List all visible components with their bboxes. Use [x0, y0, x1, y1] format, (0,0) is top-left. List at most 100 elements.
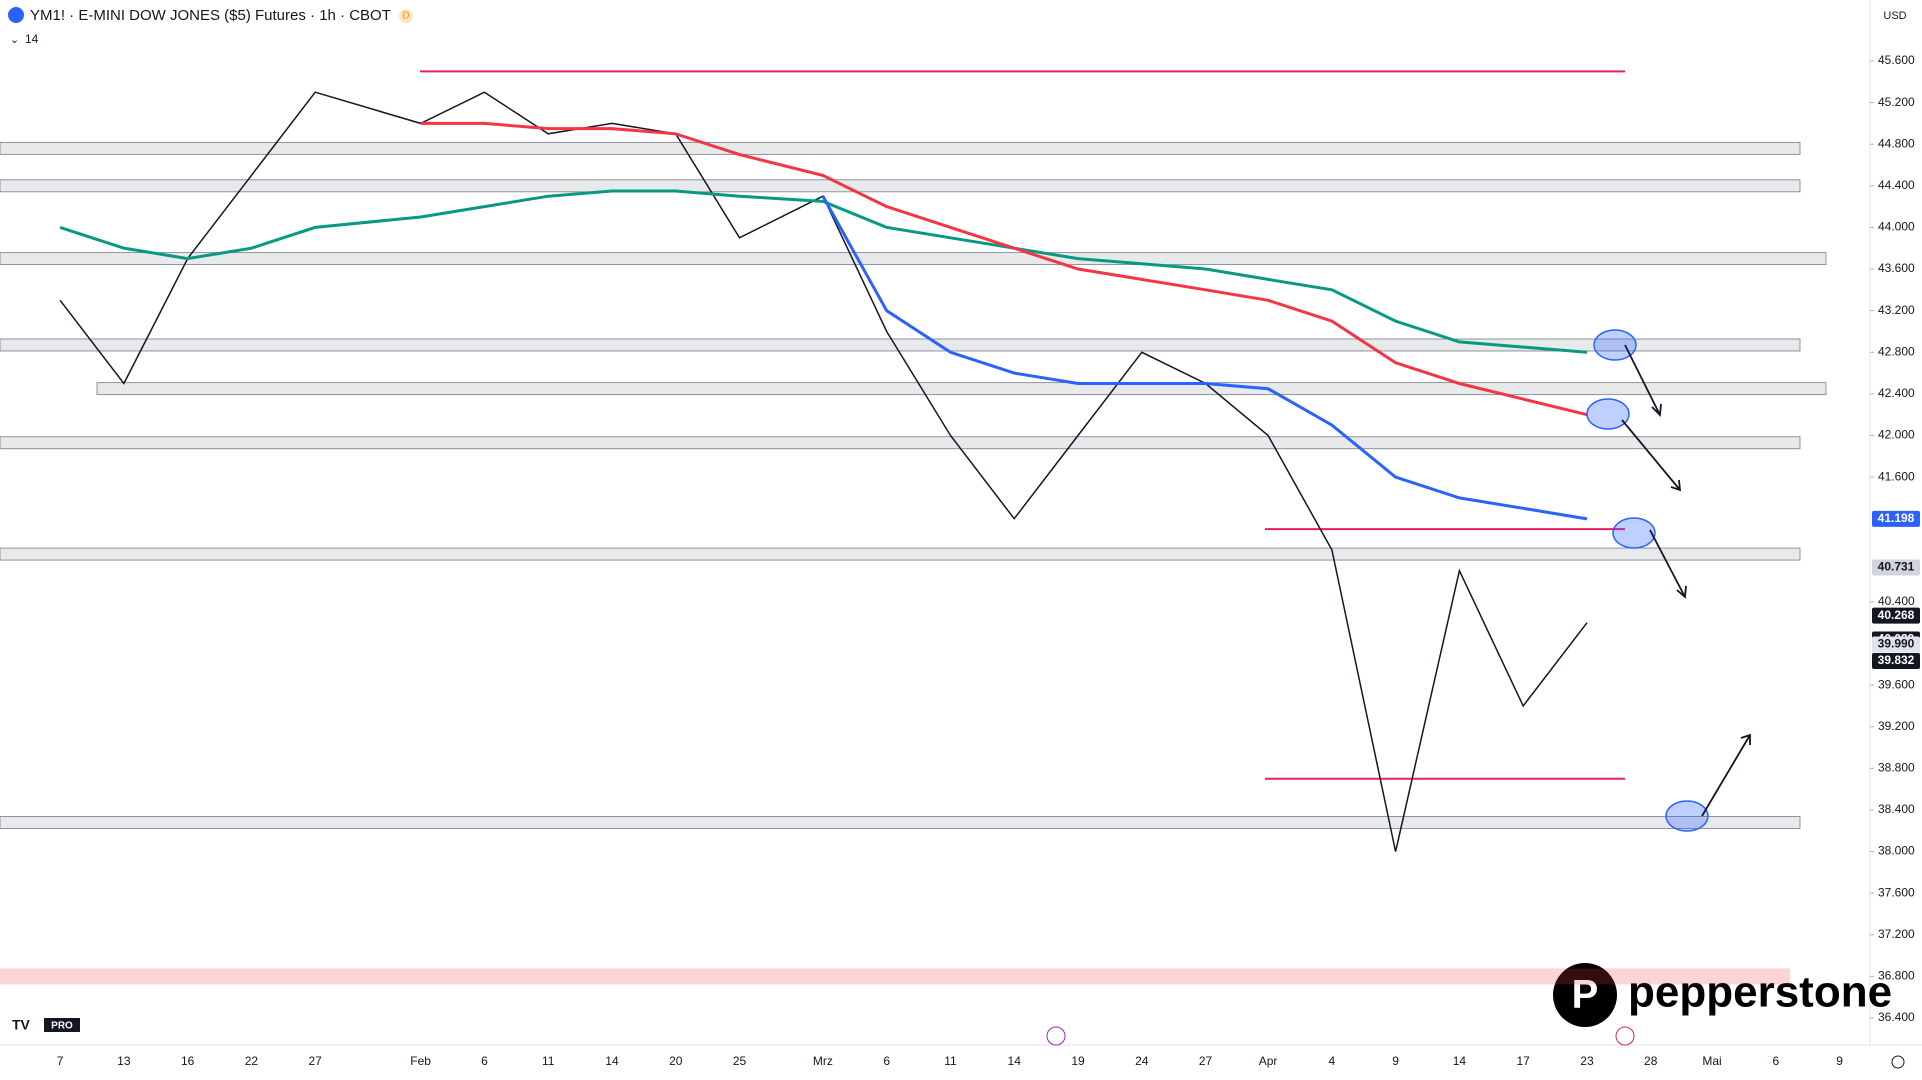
price-line — [59, 91, 1588, 852]
ellipse — [1586, 398, 1630, 430]
ellipse — [1665, 800, 1709, 832]
y-tick-label: 36.400 — [1878, 1010, 1915, 1024]
y-tick-label: 45.600 — [1878, 53, 1915, 67]
x-tick-label: Mrz — [813, 1054, 833, 1068]
y-tick-label: 37.600 — [1878, 885, 1915, 899]
x-tick-label: 20 — [669, 1054, 683, 1068]
arrow — [1701, 733, 1751, 817]
y-tick-label: 38.400 — [1878, 802, 1915, 816]
x-tick-label: 6 — [481, 1054, 488, 1068]
x-tick-label: 25 — [733, 1054, 747, 1068]
zone — [0, 436, 1801, 450]
price-label: 39.832 — [1878, 653, 1915, 667]
moving-average — [821, 195, 1588, 521]
y-tick-label: 43.200 — [1878, 303, 1915, 317]
y-tick-label: 41.600 — [1878, 469, 1915, 483]
y-tick-label: 40.400 — [1878, 594, 1915, 608]
zone — [0, 816, 1801, 829]
badge-bg — [399, 9, 413, 23]
settings-icon[interactable] — [1891, 1055, 1905, 1069]
chart-title: YM1! · E-MINI DOW JONES ($5) Futures · 1… — [30, 7, 391, 24]
price-label: 40.268 — [1878, 608, 1915, 622]
y-tick-label: 42.000 — [1878, 428, 1915, 442]
x-tick-label: 14 — [605, 1054, 619, 1068]
moving-average — [59, 189, 1588, 354]
y-tick-label: 42.800 — [1878, 344, 1915, 358]
y-tick-label: 39.200 — [1878, 719, 1915, 733]
currency[interactable]: USD — [1883, 10, 1906, 22]
zone — [0, 141, 1801, 155]
ellipse — [1612, 517, 1656, 549]
zone — [0, 547, 1801, 561]
x-tick-label: 14 — [1008, 1054, 1022, 1068]
zone — [96, 382, 1827, 396]
arrow — [1649, 529, 1687, 599]
x-tick-label: 7 — [57, 1054, 64, 1068]
annotations — [1586, 329, 1751, 832]
brand-name: pepperstone — [1628, 968, 1892, 1017]
pro-bg — [44, 1018, 80, 1032]
price-label: 39.990 — [1878, 637, 1915, 651]
y-tick-label: 44.000 — [1878, 220, 1915, 234]
x-tick-label: 19 — [1071, 1054, 1085, 1068]
collapse[interactable]: ⌄ — [10, 34, 19, 46]
y-tick-label: 38.800 — [1878, 761, 1915, 775]
x-tick-label: 11 — [542, 1054, 555, 1068]
x-tick-label: 14 — [1453, 1054, 1467, 1068]
x-tick-label: Apr — [1259, 1054, 1278, 1068]
price-label-bg — [1872, 607, 1920, 624]
x-tick-label: 24 — [1135, 1054, 1149, 1068]
x-tick-label: 27 — [1199, 1054, 1213, 1068]
x-tick-label: 9 — [1836, 1054, 1843, 1068]
x-tick-label: 16 — [181, 1054, 195, 1068]
x-tick-label: 4 — [1329, 1054, 1336, 1068]
y-tick-label: 44.800 — [1878, 136, 1915, 150]
ellipse — [1593, 329, 1637, 361]
indicator-length[interactable]: 14 — [25, 32, 39, 46]
brand-mark — [1553, 963, 1617, 1027]
replay-icon[interactable] — [1046, 1026, 1066, 1046]
price-label-bg — [1872, 559, 1920, 576]
x-tick-label: 6 — [883, 1054, 890, 1068]
symbol-icon — [8, 7, 24, 23]
x-tick-label: 9 — [1392, 1054, 1399, 1068]
y-tick-label: 39.600 — [1878, 677, 1915, 691]
price-label: 41.198 — [1878, 511, 1915, 525]
moving-average — [420, 121, 1588, 417]
x-tick-label: 28 — [1644, 1054, 1658, 1068]
arrow — [1621, 419, 1682, 492]
support-band — [0, 968, 1790, 985]
brand-logo: P pepperstone — [1553, 963, 1892, 1027]
y-tick-label: 43.600 — [1878, 261, 1915, 275]
zone — [0, 338, 1801, 352]
x-tick-label: 22 — [245, 1054, 259, 1068]
y-tick-label: 38.000 — [1878, 844, 1915, 858]
badge: D — [402, 11, 409, 22]
x-tick-label: 13 — [117, 1054, 131, 1068]
price-label-bg — [1872, 636, 1920, 653]
zone — [0, 179, 1801, 193]
y-tick-label: 36.800 — [1878, 969, 1915, 983]
y-tick-label: 37.200 — [1878, 927, 1915, 941]
pro-badge: PRO — [51, 1021, 73, 1032]
brand-mark-letter: P — [1572, 973, 1599, 1017]
y-tick-label: 45.200 — [1878, 95, 1915, 109]
x-tick-label: 11 — [944, 1054, 957, 1068]
x-tick-label: Feb — [410, 1054, 431, 1068]
arrow — [1624, 344, 1662, 417]
y-tick-label: 44.400 — [1878, 178, 1915, 192]
x-tick-label: 17 — [1517, 1054, 1531, 1068]
x-tick-label: Mai — [1702, 1054, 1721, 1068]
y-tick-label: 42.400 — [1878, 386, 1915, 400]
tv-logo: TV — [12, 1017, 31, 1033]
x-tick-label: 6 — [1772, 1054, 1779, 1068]
x-tick-label: 23 — [1580, 1054, 1594, 1068]
price-label: 40.731 — [1878, 560, 1915, 574]
alert-icon[interactable] — [1615, 1026, 1635, 1046]
price-label-bg — [1872, 510, 1920, 527]
x-tick-label: 27 — [309, 1054, 323, 1068]
zone — [0, 252, 1827, 266]
